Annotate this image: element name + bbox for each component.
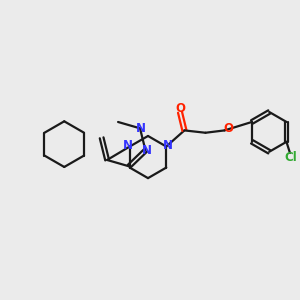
Text: N: N <box>142 144 152 157</box>
Text: Cl: Cl <box>284 152 297 164</box>
Text: N: N <box>136 122 146 135</box>
Text: N: N <box>123 139 133 152</box>
Text: O: O <box>223 122 233 135</box>
Text: O: O <box>175 102 185 115</box>
Text: N: N <box>163 139 173 152</box>
